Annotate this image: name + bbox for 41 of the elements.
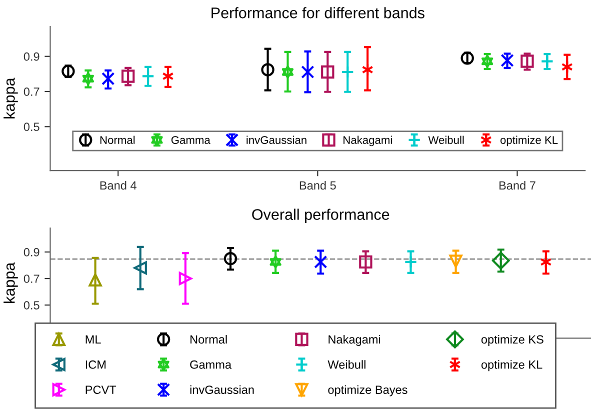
point (359, 255, 372, 269)
y-axis-title: kappa (4, 262, 18, 303)
chart-title: Performance for different bands (212, 7, 424, 18)
point (449, 254, 462, 268)
x-tick-label: Band 7 (499, 180, 536, 190)
legend-label: ICM (86, 360, 106, 369)
legend-label: Nakagami (344, 136, 392, 146)
x-tick-label: Band 5 (300, 180, 336, 190)
legend-label: Normal (100, 136, 135, 144)
legend-label: optimize KL (500, 136, 558, 146)
y-axis-title: kappa (4, 78, 18, 118)
point (224, 252, 238, 266)
legend-label: Gamma (190, 360, 232, 369)
legend-label: optimize KS (481, 334, 544, 346)
legend-label: PCVT (86, 386, 116, 394)
point (178, 272, 192, 286)
legend-label: Gamma (171, 136, 210, 144)
point (270, 255, 282, 269)
legend-label: optimize Bayes (328, 385, 408, 396)
legend-label: Normal (190, 334, 227, 344)
y-tick-label: 0.9 (24, 52, 40, 61)
legend-label: Nakagami (328, 334, 380, 346)
legend-label: Weibull (428, 136, 464, 144)
legend-label: invGaussian (246, 136, 306, 144)
x-tick-label: Band 4 (100, 180, 136, 190)
point (404, 255, 418, 269)
y-tick-label: 0.5 (24, 301, 40, 310)
chart-title: Overall performance (252, 208, 390, 223)
point (314, 255, 328, 269)
point (134, 261, 147, 275)
y-tick-label: 0.5 (24, 122, 40, 132)
legend-label: ML (86, 335, 101, 344)
legend-label: optimize KL (481, 360, 542, 372)
point (492, 252, 510, 270)
point (540, 255, 552, 269)
y-tick-label: 0.9 (24, 248, 40, 256)
legend-label: Weibull (328, 360, 366, 369)
point (88, 273, 102, 286)
y-tick-label: 0.7 (24, 274, 40, 283)
y-tick-label: 0.7 (24, 88, 40, 96)
legend-label: invGaussian (190, 385, 254, 394)
